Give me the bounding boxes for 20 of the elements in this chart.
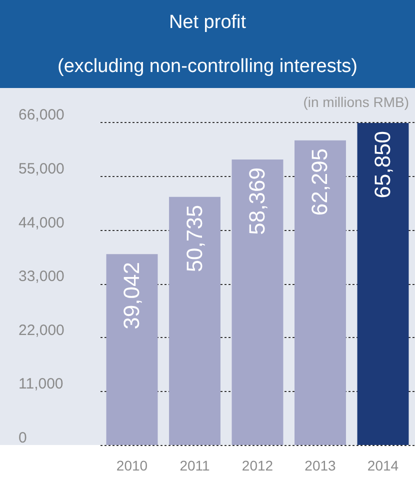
x-tick-label: 2010 — [116, 458, 148, 474]
y-tick-label: 44,000 — [18, 214, 64, 232]
data-label: 39,042 — [119, 262, 144, 330]
chart-title: Net profit — [168, 12, 247, 33]
y-tick-label: 33,000 — [18, 268, 64, 286]
x-tick-label: 2013 — [304, 458, 336, 474]
y-tick-label: 55,000 — [18, 160, 64, 178]
y-tick-label: 22,000 — [18, 322, 64, 339]
annotation: (in millions RMB) — [303, 94, 409, 110]
chart-subtitle: (excluding non-controlling interests) — [58, 56, 358, 77]
y-tick-label: 0 — [18, 430, 27, 446]
x-tick-label: 2011 — [180, 458, 210, 474]
x-tick-label: 2012 — [242, 458, 274, 474]
y-tick-label: 11,000 — [18, 376, 64, 393]
x-tick-label: 2014 — [367, 458, 399, 474]
y-tick-label: 66,000 — [18, 106, 64, 124]
data-label: 65,850 — [370, 130, 395, 198]
data-label: 62,295 — [307, 148, 332, 216]
data-label: 50,735 — [182, 204, 207, 272]
data-label: 58,369 — [244, 168, 270, 235]
